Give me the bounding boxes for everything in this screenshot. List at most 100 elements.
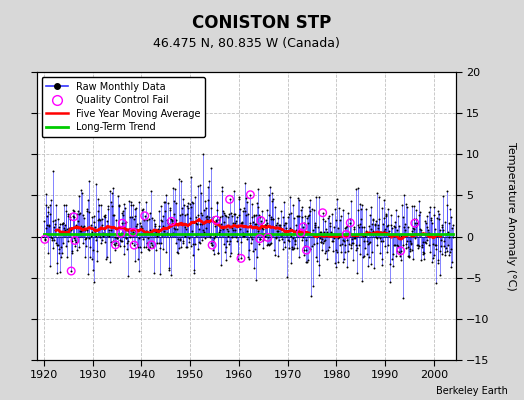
Point	[298, 204, 306, 210]
Point	[447, 246, 455, 252]
Point	[151, 222, 159, 229]
Point	[75, 244, 83, 250]
Point	[283, 274, 291, 280]
Point	[77, 222, 85, 229]
Point	[288, 244, 296, 250]
Point	[433, 233, 441, 239]
Point	[292, 227, 300, 234]
Point	[105, 227, 114, 234]
Point	[323, 229, 331, 235]
Point	[291, 241, 300, 247]
Point	[201, 225, 210, 231]
Point	[276, 224, 285, 230]
Point	[380, 197, 389, 204]
Point	[230, 211, 238, 217]
Point	[85, 209, 94, 215]
Point	[66, 216, 74, 222]
Point	[360, 238, 368, 244]
Point	[231, 211, 239, 217]
Point	[404, 244, 412, 250]
Point	[63, 226, 71, 232]
Point	[48, 234, 56, 241]
Point	[378, 205, 387, 212]
Point	[96, 240, 105, 247]
Point	[302, 247, 311, 253]
Point	[118, 210, 126, 216]
Point	[293, 228, 302, 234]
Point	[329, 238, 337, 244]
Title: 46.475 N, 80.835 W (Canada): 46.475 N, 80.835 W (Canada)	[153, 37, 340, 50]
Point	[442, 202, 451, 208]
Point	[361, 224, 369, 230]
Point	[232, 218, 241, 224]
Point	[135, 268, 144, 274]
Point	[50, 221, 59, 228]
Point	[224, 228, 233, 234]
Point	[122, 219, 130, 226]
Point	[216, 262, 225, 268]
Point	[158, 232, 166, 238]
Point	[73, 211, 82, 218]
Point	[239, 233, 247, 240]
Point	[292, 245, 301, 252]
Point	[272, 235, 280, 242]
Point	[172, 200, 181, 206]
Point	[389, 223, 398, 230]
Point	[214, 216, 223, 223]
Point	[131, 213, 139, 220]
Point	[400, 227, 409, 233]
Point	[62, 254, 71, 261]
Point	[84, 271, 92, 277]
Point	[427, 216, 435, 223]
Point	[173, 236, 182, 242]
Point	[159, 222, 168, 229]
Point	[64, 210, 72, 217]
Point	[356, 220, 365, 227]
Point	[102, 256, 111, 262]
Point	[156, 244, 164, 251]
Point	[305, 246, 314, 253]
Point	[60, 222, 69, 228]
Point	[168, 217, 177, 223]
Point	[430, 212, 439, 218]
Point	[413, 242, 421, 248]
Point	[277, 207, 285, 214]
Point	[162, 230, 171, 237]
Point	[446, 214, 455, 220]
Point	[181, 224, 190, 230]
Point	[104, 203, 112, 210]
Point	[161, 230, 169, 237]
Point	[348, 240, 357, 246]
Point	[137, 223, 145, 230]
Point	[228, 219, 237, 226]
Point	[252, 276, 260, 283]
Point	[63, 212, 72, 219]
Point	[209, 247, 217, 253]
Point	[378, 220, 387, 227]
Point	[216, 227, 224, 233]
Point	[337, 241, 346, 248]
Point	[51, 226, 60, 233]
Point	[78, 190, 86, 196]
Point	[190, 270, 198, 276]
Point	[250, 265, 259, 272]
Point	[76, 209, 84, 216]
Point	[339, 207, 347, 213]
Point	[375, 249, 384, 256]
Point	[322, 248, 331, 254]
Point	[234, 251, 242, 258]
Point	[403, 224, 412, 230]
Point	[427, 234, 435, 240]
Point	[312, 194, 320, 200]
Point	[280, 222, 288, 228]
Point	[126, 234, 134, 240]
Point	[56, 269, 64, 276]
Point	[241, 180, 249, 187]
Point	[351, 232, 359, 239]
Point	[199, 151, 207, 158]
Point	[177, 178, 185, 184]
Point	[326, 223, 334, 230]
Point	[260, 233, 269, 239]
Point	[244, 254, 252, 260]
Point	[46, 263, 54, 269]
